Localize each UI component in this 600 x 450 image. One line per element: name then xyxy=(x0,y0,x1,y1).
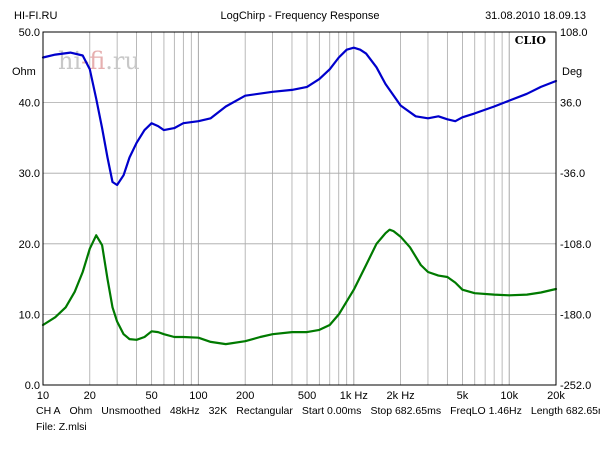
measurement-setting: CH A xyxy=(36,405,61,417)
header-left-label: HI-FI.RU xyxy=(14,10,58,22)
x-tick-label: 10k xyxy=(500,390,518,402)
right-y-axis-ticks: -252.0 -180.0 -108.0 -36.0 36.0 108.0 xyxy=(560,27,591,392)
measurement-setting: 32K xyxy=(208,405,228,417)
x-tick-label: 20k xyxy=(547,390,565,402)
measurement-setting: Rectangular xyxy=(236,405,293,417)
right-y-tick-label: 36.0 xyxy=(560,98,581,110)
x-tick-label: 1k Hz xyxy=(340,390,368,402)
measurement-setting: FreqLO 1.46Hz xyxy=(450,405,522,417)
left-y-tick-label: 0.0 xyxy=(25,380,40,392)
left-y-tick-label: 20.0 xyxy=(19,239,40,251)
left-axis-unit: Ohm xyxy=(12,66,36,78)
series-layer xyxy=(41,46,558,346)
plot-grid xyxy=(43,32,556,385)
plot-frame xyxy=(42,31,557,386)
measurement-setting: Stop 682.65ms xyxy=(370,405,442,417)
measurement-setting: 48kHz xyxy=(169,405,200,417)
left-y-tick-label: 10.0 xyxy=(19,309,40,321)
phase-line xyxy=(41,46,558,187)
x-tick-label: 10 xyxy=(37,390,49,402)
x-tick-label: 500 xyxy=(298,390,316,402)
measurement-setting: Ohm xyxy=(69,405,93,417)
measurement-settings: CH A Ohm Unsmoothed 48kHz 32K Rectangular Star… xyxy=(36,405,600,417)
file-name: File: Z.mlsi xyxy=(36,421,87,433)
header-timestamp: 31.08.2010 18.09.13 xyxy=(485,10,586,22)
hifi-watermark: hi-fi.ru xyxy=(58,47,140,75)
left-y-tick-label: 40.0 xyxy=(19,98,40,110)
right-y-tick-label: -36.0 xyxy=(560,168,585,180)
x-tick-label: 2k Hz xyxy=(387,390,415,402)
left-y-tick-label: 50.0 xyxy=(19,27,40,39)
x-tick-label: 200 xyxy=(236,390,254,402)
measurement-setting: Unsmoothed xyxy=(101,405,161,417)
x-tick-label: 20 xyxy=(84,390,96,402)
right-y-tick-label: -180.0 xyxy=(560,309,591,321)
right-y-tick-label: -108.0 xyxy=(560,239,591,251)
measurement-setting: Start 0.00ms xyxy=(301,405,362,417)
x-tick-label: 100 xyxy=(189,390,207,402)
x-tick-label: 5k xyxy=(457,390,469,402)
left-y-tick-label: 30.0 xyxy=(19,168,40,180)
impedance-line xyxy=(41,228,558,346)
right-y-tick-label: -252.0 xyxy=(560,380,591,392)
x-axis-ticks: 10 20 50 100 200 500 1k Hz 2k Hz 5k 10k 20k xyxy=(37,390,565,402)
x-tick-label: 50 xyxy=(145,390,157,402)
left-y-axis-ticks: 0.0 10.0 20.0 30.0 40.0 50.0 xyxy=(19,27,40,392)
right-y-tick-label: 108.0 xyxy=(560,27,588,39)
right-axis-unit: Deg xyxy=(562,66,582,78)
clio-badge: CLIO xyxy=(515,34,547,47)
measurement-setting: Length 682.65ms xyxy=(530,405,600,417)
chart-title: LogChirp - Frequency Response xyxy=(220,10,380,22)
